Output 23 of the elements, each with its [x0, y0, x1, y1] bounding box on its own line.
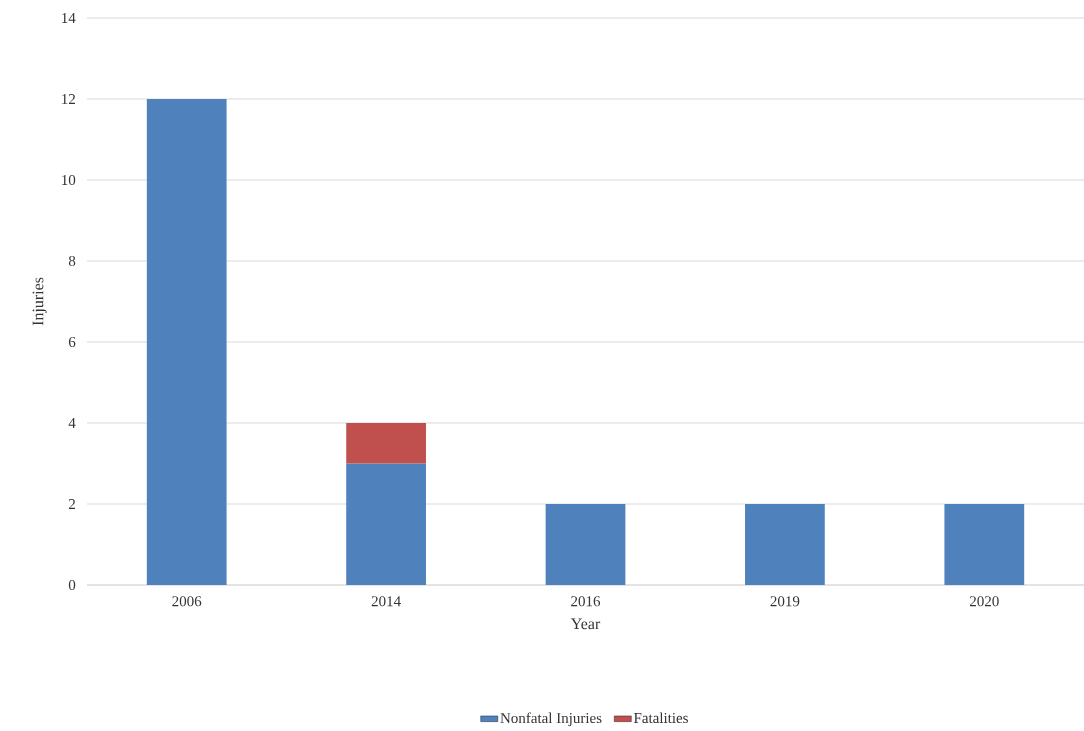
- x-tick-label: 2020: [969, 596, 999, 607]
- bar: [545, 504, 626, 585]
- bar: [346, 423, 426, 464]
- y-tick-label: 12: [62, 94, 75, 104]
- bar: [346, 463, 426, 585]
- bar: [146, 98, 227, 585]
- y-tick-label: 4: [68, 418, 76, 428]
- y-tick-label: 6: [68, 336, 76, 348]
- x-axis-title: Year: [570, 618, 601, 630]
- y-tick-label: 8: [68, 255, 76, 267]
- y-tick-label: 0: [68, 579, 76, 591]
- bar: [745, 504, 825, 585]
- x-tick-label: 2016: [571, 596, 601, 607]
- y-axis-title: Injuries: [32, 277, 47, 326]
- y-tick-label: 10: [62, 174, 76, 186]
- x-tick-label: 2014: [371, 596, 401, 607]
- legend-label: Fatalities: [633, 712, 688, 724]
- y-tick-label: 14: [62, 13, 76, 23]
- x-tick-label: 2019: [770, 596, 800, 607]
- x-tick-label: 2006: [172, 596, 202, 607]
- bar: [944, 504, 1025, 585]
- y-tick-label: 2: [68, 499, 75, 509]
- legend-label: Nonfatal Injuries: [500, 712, 602, 727]
